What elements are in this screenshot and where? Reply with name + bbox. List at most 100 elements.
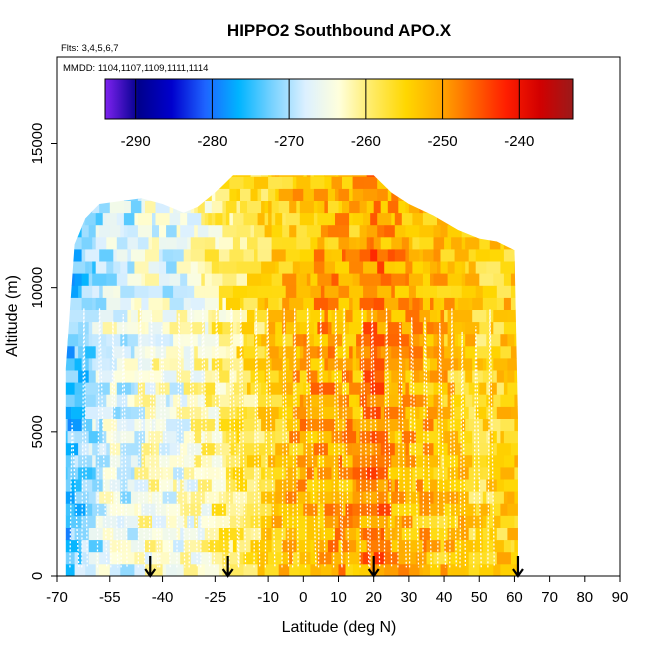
heatmap-cell bbox=[229, 188, 237, 201]
heatmap-cell bbox=[486, 358, 494, 371]
heatmap-cell bbox=[510, 273, 518, 286]
heatmap-cell bbox=[173, 539, 185, 553]
heatmap-cell bbox=[422, 515, 438, 528]
heatmap-cell bbox=[401, 382, 406, 395]
heatmap-cell bbox=[475, 285, 484, 298]
heatmap-cell bbox=[236, 188, 241, 201]
heatmap-cell bbox=[518, 261, 522, 274]
heatmap-cell bbox=[169, 176, 177, 189]
heatmap-cell bbox=[145, 382, 156, 395]
heatmap-cell bbox=[461, 176, 470, 189]
heatmap-cell bbox=[451, 563, 466, 576]
heatmap-cell bbox=[426, 394, 434, 407]
heatmap-cell bbox=[387, 394, 403, 407]
heatmap-cell bbox=[500, 394, 515, 407]
heatmap-cell bbox=[437, 515, 448, 528]
heatmap-cell bbox=[292, 188, 304, 201]
heatmap-cell bbox=[65, 273, 75, 286]
heatmap-cell bbox=[99, 491, 114, 504]
heatmap-cell bbox=[95, 467, 104, 480]
heatmap-cell bbox=[356, 479, 364, 492]
heatmap-cell bbox=[313, 491, 318, 504]
heatmap-cell bbox=[109, 503, 125, 516]
heatmap-cell bbox=[218, 418, 234, 432]
heatmap-cell bbox=[65, 212, 72, 226]
heatmap-cell bbox=[327, 358, 343, 371]
heatmap-cell bbox=[240, 297, 244, 310]
heatmap-cell bbox=[190, 297, 206, 310]
heatmap-cell bbox=[345, 394, 350, 407]
heatmap-cell bbox=[299, 261, 315, 274]
heatmap-cell bbox=[127, 321, 139, 335]
heatmap-cell bbox=[493, 563, 501, 576]
heatmap-cell bbox=[109, 188, 121, 201]
heatmap-cell bbox=[271, 200, 279, 214]
heatmap-cell bbox=[88, 358, 93, 371]
heatmap-cell bbox=[109, 200, 125, 214]
heatmap-cell bbox=[183, 249, 192, 262]
heatmap-cell bbox=[317, 345, 322, 359]
heatmap-cell bbox=[507, 527, 518, 541]
heatmap-cell bbox=[503, 321, 518, 335]
heatmap-cell bbox=[152, 188, 160, 201]
heatmap-cell bbox=[65, 249, 68, 262]
heatmap-cell bbox=[166, 224, 178, 238]
heatmap-cell bbox=[166, 261, 178, 274]
heatmap-cell bbox=[134, 212, 139, 226]
heatmap-cell bbox=[299, 212, 315, 226]
heatmap-cell bbox=[419, 370, 431, 383]
heatmap-cell bbox=[134, 503, 139, 516]
heatmap-cell bbox=[275, 333, 283, 347]
heatmap-cell bbox=[65, 236, 72, 250]
heatmap-cell bbox=[113, 261, 121, 274]
heatmap-cell bbox=[296, 236, 311, 250]
heatmap-cell bbox=[208, 309, 213, 323]
heatmap-cell bbox=[113, 527, 128, 541]
y-tick-label: 15000 bbox=[29, 123, 46, 165]
heatmap-cell bbox=[183, 563, 199, 576]
heatmap-cell bbox=[264, 563, 280, 576]
heatmap-cell bbox=[285, 249, 301, 262]
heatmap-cell bbox=[74, 188, 86, 201]
heatmap-cell bbox=[377, 563, 385, 576]
heatmap-cell bbox=[451, 503, 466, 516]
heatmap-cell bbox=[81, 358, 86, 371]
heatmap-cell bbox=[99, 406, 114, 419]
heatmap-cell bbox=[447, 273, 463, 286]
heatmap-cell bbox=[211, 309, 220, 323]
heatmap-cell bbox=[155, 345, 167, 359]
heatmap-cell bbox=[264, 224, 272, 238]
heatmap-cell bbox=[282, 515, 297, 528]
heatmap-cell bbox=[204, 563, 220, 576]
colorbar-tick-label: -260 bbox=[351, 133, 381, 150]
heatmap-cell bbox=[391, 188, 399, 201]
heatmap-cell bbox=[370, 345, 378, 359]
heatmap-cell bbox=[422, 261, 431, 274]
heatmap-cell bbox=[335, 527, 343, 541]
heatmap-cell bbox=[482, 358, 487, 371]
heatmap-cell bbox=[130, 200, 142, 214]
heatmap-cell bbox=[356, 358, 360, 371]
heatmap-cell bbox=[514, 333, 518, 347]
heatmap-cell bbox=[373, 236, 382, 250]
heatmap-cell bbox=[243, 345, 258, 359]
heatmap-cell bbox=[162, 321, 170, 335]
heatmap-cell bbox=[299, 358, 311, 371]
heatmap-cell bbox=[405, 527, 420, 541]
flight-track bbox=[422, 316, 432, 568]
heatmap-cell bbox=[67, 249, 83, 262]
heatmap-cell bbox=[437, 285, 452, 298]
heatmap-cell bbox=[109, 224, 121, 238]
heatmap-cell bbox=[503, 491, 508, 504]
heatmap-cell bbox=[152, 491, 160, 504]
heatmap-cell bbox=[366, 394, 371, 407]
heatmap-cell bbox=[299, 321, 315, 335]
heatmap-cell bbox=[92, 418, 97, 432]
heatmap-cell bbox=[243, 358, 255, 371]
heatmap-cell bbox=[176, 224, 181, 238]
heatmap-cell bbox=[278, 563, 290, 576]
heatmap-cell bbox=[451, 285, 463, 298]
heatmap-cell bbox=[479, 236, 491, 250]
heatmap-cell bbox=[306, 527, 315, 541]
heatmap-cell bbox=[320, 563, 332, 576]
